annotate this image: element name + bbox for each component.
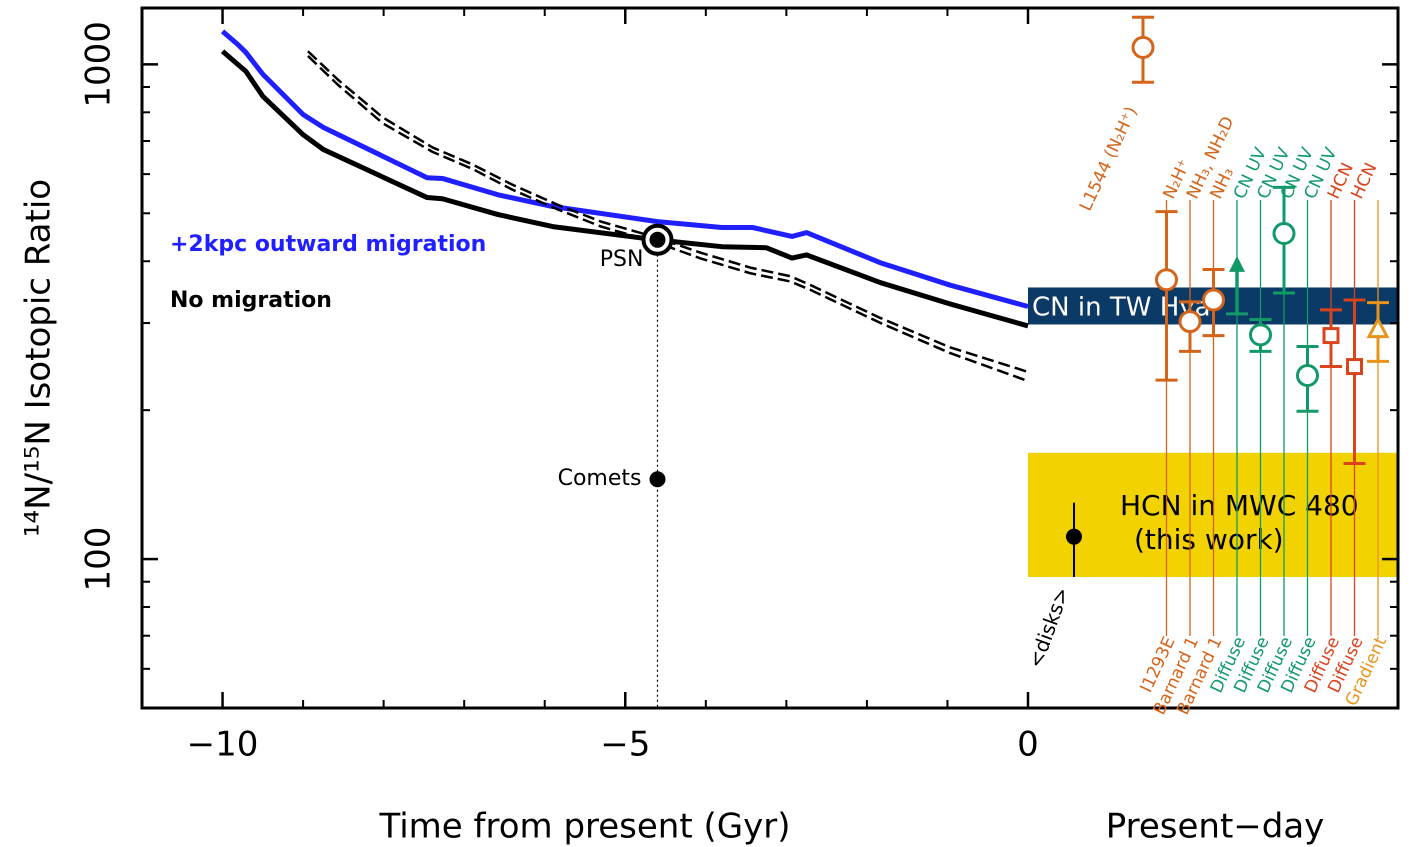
molecule-label: L1544 (N₂H⁺) bbox=[1076, 104, 1142, 215]
data-point bbox=[1366, 316, 1390, 339]
data-point bbox=[1178, 310, 1202, 334]
y-tick-label: 100 bbox=[79, 527, 119, 592]
data-point bbox=[1249, 323, 1272, 347]
annotation-label: Comets bbox=[558, 466, 642, 491]
data-point bbox=[1272, 222, 1296, 246]
series-line bbox=[307, 50, 1029, 374]
series-line bbox=[220, 49, 1029, 329]
series-label: No migration bbox=[170, 288, 332, 313]
annotation-point bbox=[649, 471, 666, 488]
data-point bbox=[1131, 35, 1155, 59]
data-point bbox=[1202, 288, 1225, 312]
x-axis-label: Time from present (Gyr) bbox=[379, 807, 791, 847]
annotation-point bbox=[649, 231, 666, 248]
data-point bbox=[1322, 327, 1340, 345]
y-axis-label: ¹⁴N/¹⁵N Isotopic Ratio bbox=[19, 179, 59, 537]
data-point bbox=[1296, 364, 1319, 388]
disks-label: <disks> bbox=[1023, 584, 1074, 671]
series-line bbox=[220, 29, 1029, 309]
disk-point bbox=[1066, 528, 1082, 545]
plot-frame bbox=[140, 6, 1400, 710]
data-point bbox=[1155, 268, 1178, 292]
y-tick-label: 1000 bbox=[79, 21, 119, 108]
x-tick-label: −10 bbox=[187, 725, 259, 765]
annotation-label: PSN bbox=[600, 247, 644, 272]
data-point bbox=[1346, 358, 1363, 376]
series-line bbox=[307, 55, 1029, 383]
series-label: +2kpc outward migration bbox=[170, 232, 486, 257]
x-tick-label: 0 bbox=[1017, 725, 1039, 765]
x-tick-label: −5 bbox=[600, 725, 650, 765]
limit-arrow bbox=[1229, 255, 1245, 272]
band-sublabel: (this work) bbox=[1134, 523, 1284, 556]
band-label: HCN in MWC 480 bbox=[1120, 489, 1359, 522]
present-day-label: Present−day bbox=[1106, 807, 1325, 847]
